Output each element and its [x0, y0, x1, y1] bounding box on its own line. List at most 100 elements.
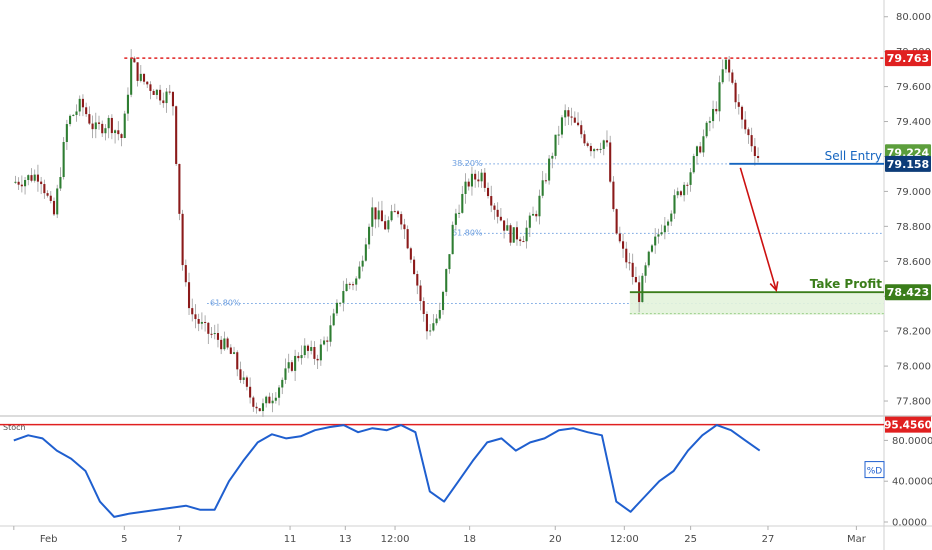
candle-body: [467, 181, 470, 187]
candle-body: [744, 119, 747, 130]
time-tick-label: Mar: [847, 534, 867, 545]
candle-body: [625, 248, 628, 263]
candle-body: [432, 323, 435, 331]
candle-body: [609, 142, 612, 182]
candle-body: [159, 89, 162, 101]
candle-body: [142, 73, 146, 82]
candle-body: [232, 352, 236, 354]
price-series: [14, 49, 760, 417]
candle-body: [101, 123, 104, 134]
candle-body: [477, 179, 480, 182]
candle-body: [692, 156, 695, 173]
candle-body: [88, 114, 91, 124]
candle-body: [43, 184, 46, 194]
time-tick-label: 12:00: [381, 534, 410, 545]
candle-body: [686, 184, 689, 186]
candle-body: [458, 212, 461, 214]
candle-body: [499, 216, 502, 221]
candle-body: [287, 362, 290, 369]
sell-arrow-head: [769, 281, 779, 292]
candle-body: [416, 273, 419, 286]
candle-body: [332, 313, 335, 326]
candle-body: [519, 239, 522, 242]
time-tick-label: 25: [684, 534, 697, 545]
candle-body: [207, 322, 210, 334]
candle-body: [242, 377, 245, 380]
candle-body: [278, 387, 281, 398]
candle-body: [464, 181, 467, 194]
candle-body: [72, 114, 75, 116]
candle-body: [216, 333, 220, 340]
candle-body: [351, 284, 355, 286]
candle-body: [708, 121, 711, 123]
candle-body: [36, 174, 39, 182]
candle-body: [364, 244, 367, 261]
candle-body: [483, 172, 486, 188]
candle-body: [220, 339, 223, 350]
candle-body: [660, 232, 663, 235]
candle-body: [715, 108, 718, 112]
candle-body: [56, 188, 59, 215]
time-axis: Feb 5 7 11 13 12:00 18 20 12:00 25 27 Mar: [13, 526, 867, 545]
candle-body: [589, 145, 592, 152]
resistance-price-badge-bg: [885, 50, 931, 67]
candle-body: [368, 226, 371, 245]
candle-body: [168, 91, 171, 93]
price-tick-label: 79.600: [896, 82, 931, 93]
take-profit-zone: [629, 293, 884, 315]
candle-body: [737, 102, 740, 107]
candle-body: [27, 175, 30, 181]
stochastic-oscillator: Stoch 95.4560 %D: [0, 416, 932, 518]
sell-entry-label: Sell Entry: [825, 149, 882, 163]
candle-body: [528, 215, 531, 228]
candle-body: [622, 241, 625, 249]
candle-body: [470, 173, 473, 187]
stoch-overbought-badge: 95.4560: [884, 420, 932, 432]
candle-body: [683, 184, 686, 196]
trade-arrow: [739, 167, 779, 292]
candle-body: [261, 403, 265, 412]
candle-body: [252, 397, 255, 407]
candle-body: [406, 229, 409, 249]
candle-body: [371, 207, 374, 227]
candle-body: [493, 205, 496, 210]
candle-body: [223, 338, 226, 350]
candle-body: [654, 236, 657, 246]
candle-body: [139, 73, 142, 81]
resistance-price-badge: 79.763: [887, 52, 929, 65]
sell-entry-price-badge-bg: [885, 155, 931, 172]
candle-body: [605, 140, 609, 143]
candle-body: [46, 193, 49, 196]
candle-body: [59, 177, 62, 189]
candle-body: [454, 213, 457, 225]
candle-body: [486, 187, 490, 197]
candle-body: [393, 211, 396, 213]
candle-body: [81, 98, 84, 108]
candle-body: [380, 210, 383, 222]
candle-body: [284, 368, 287, 380]
candle-body: [631, 262, 634, 277]
candle-body: [130, 58, 133, 95]
candle-body: [413, 259, 416, 274]
horizontal-levels[interactable]: Sell Entry Take Profit: [124, 57, 884, 294]
candle-body: [673, 195, 676, 214]
candle-body: [740, 106, 744, 120]
price-tick-label: 78.000: [896, 362, 931, 373]
price-axis: 80.00079.80079.60079.40079.20079.00078.8…: [884, 12, 932, 529]
candle-body: [506, 225, 509, 231]
stoch-tick-label: 80.0000: [892, 436, 932, 447]
candle-body: [441, 291, 445, 311]
candle-body: [181, 213, 184, 266]
candle-body: [586, 143, 589, 146]
candle-body: [297, 355, 300, 359]
candle-body: [390, 211, 393, 221]
candle-body: [699, 146, 702, 153]
fib-label: 61.80%: [210, 299, 241, 308]
stoch-d-badge: %D: [867, 467, 883, 477]
candle-body: [551, 155, 554, 159]
candle-body: [400, 214, 403, 225]
candle-body: [461, 193, 464, 213]
candle-body: [554, 134, 557, 156]
candle-body: [445, 269, 448, 292]
